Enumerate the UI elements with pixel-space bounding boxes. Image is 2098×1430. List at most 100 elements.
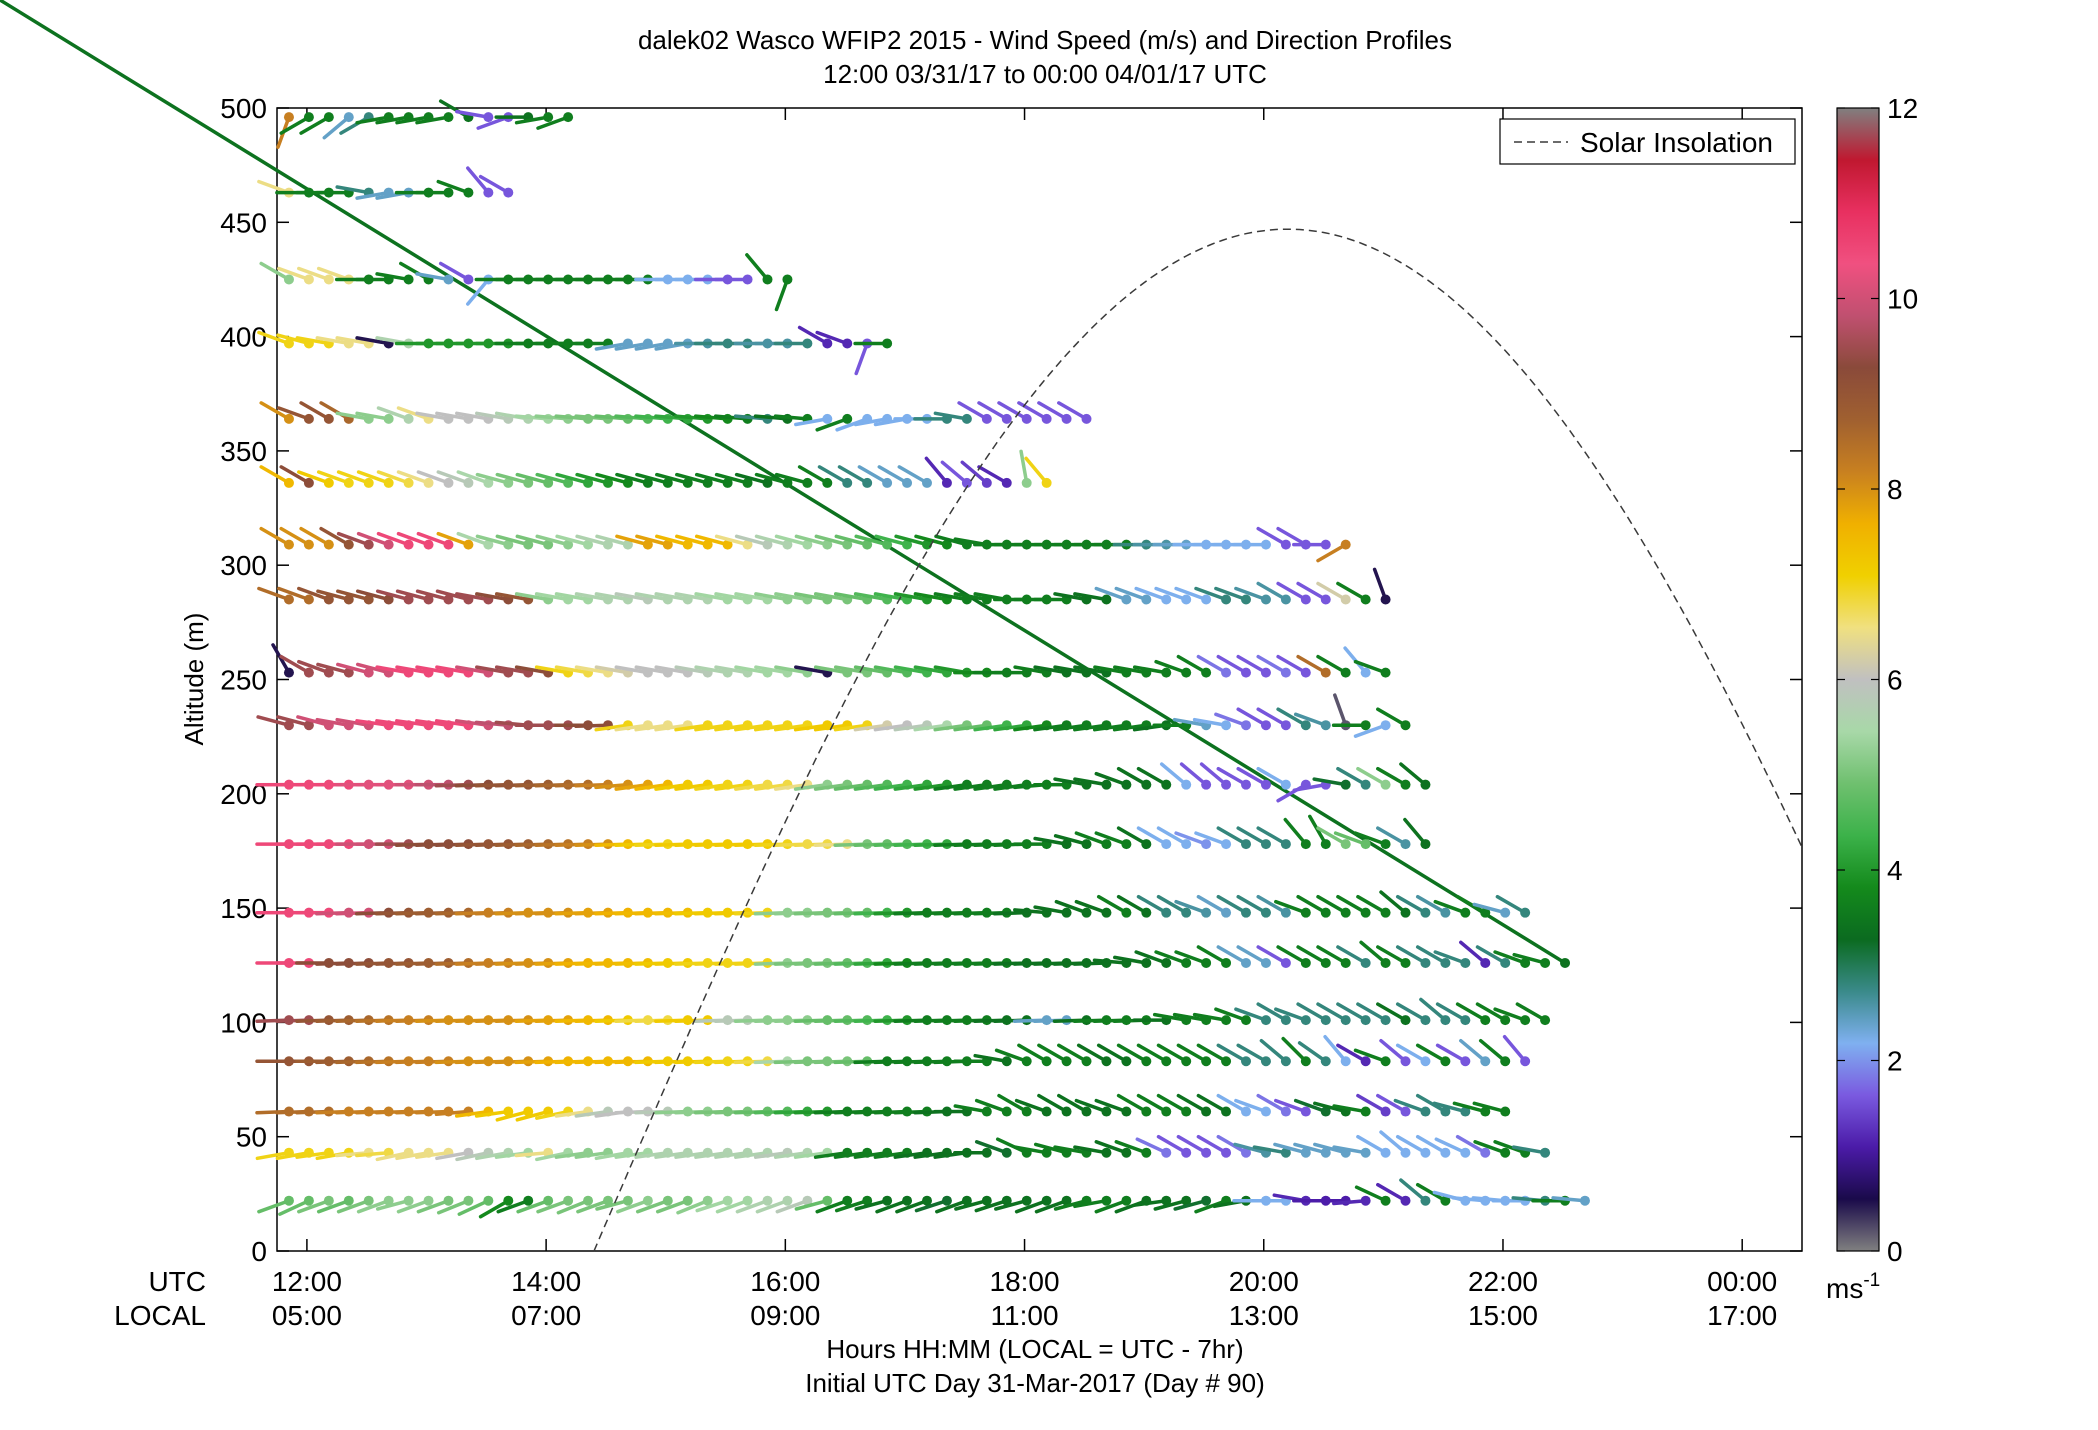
wind-barb-point	[304, 668, 314, 678]
wind-barb-point	[1321, 668, 1331, 678]
wind-barb-point	[1181, 908, 1191, 918]
x-tick-label-utc: 00:00	[1707, 1266, 1777, 1297]
wind-barb-point	[443, 540, 453, 550]
wind-barb-point	[1580, 1196, 1590, 1206]
wind-barb-point	[1440, 1148, 1450, 1158]
wind-barb-point	[882, 478, 892, 488]
wind-barb-point	[1002, 1107, 1012, 1117]
wind-barb-point	[1301, 720, 1311, 730]
x-tick-label-utc: 16:00	[750, 1266, 820, 1297]
wind-barb-point	[543, 112, 553, 122]
wind-barb-point	[1480, 1056, 1490, 1066]
wind-barb-point	[384, 414, 394, 424]
wind-barb-point	[1201, 668, 1211, 678]
wind-barb-point	[1121, 1056, 1131, 1066]
wind-barb-point	[344, 1196, 354, 1206]
wind-barb-point	[1241, 958, 1251, 968]
wind-barb-point	[1181, 1107, 1191, 1117]
wind-barb-point	[1161, 908, 1171, 918]
wind-barb-point	[424, 1196, 434, 1206]
wind-barb-point	[1460, 1148, 1470, 1158]
wind-barb-point	[922, 478, 932, 488]
y-tick-label: 50	[236, 1122, 267, 1153]
wind-barb-point	[1022, 1196, 1032, 1206]
wind-barb-point	[1022, 1107, 1032, 1117]
wind-barb-point	[1261, 668, 1271, 678]
wind-barb-point	[1042, 478, 1052, 488]
wind-barb-point	[404, 478, 414, 488]
wind-barb-point	[463, 1196, 473, 1206]
wind-barb-point	[1361, 668, 1371, 678]
wind-barb-point	[1321, 1056, 1331, 1066]
wind-barb-point	[1361, 958, 1371, 968]
wind-barb-point	[1141, 780, 1151, 790]
wind-barb-point	[1241, 1107, 1251, 1117]
wind-barb-point	[1221, 594, 1231, 604]
wind-barb-point	[1241, 594, 1251, 604]
wind-barb-point	[1500, 1107, 1510, 1117]
wind-barb-point	[1101, 594, 1111, 604]
wind-barb-point	[1381, 1107, 1391, 1117]
local-row-label: LOCAL	[114, 1300, 206, 1331]
wind-barb-point	[1301, 908, 1311, 918]
wind-barb-point	[284, 668, 294, 678]
chart-subtitle: 12:00 03/31/17 to 00:00 04/01/17 UTC	[823, 59, 1267, 89]
wind-barb-point	[1420, 1196, 1430, 1206]
wind-barb-point	[483, 1196, 493, 1206]
chart-title: dalek02 Wasco WFIP2 2015 - Wind Speed (m…	[638, 25, 1452, 55]
wind-barb-point	[1141, 1148, 1151, 1158]
wind-barb-point	[1241, 908, 1251, 918]
wind-barb-point	[643, 1196, 653, 1206]
wind-barb-point	[842, 338, 852, 348]
wind-barb-point	[1540, 1148, 1550, 1158]
wind-barb-point	[962, 414, 972, 424]
wind-barb-point	[1221, 1015, 1231, 1025]
wind-barb-point	[703, 1196, 713, 1206]
wind-barb-point	[284, 540, 294, 550]
colorbar-tick-label: 6	[1887, 665, 1903, 696]
wind-barb-point	[1381, 1196, 1391, 1206]
wind-barb-point	[1341, 1056, 1351, 1066]
wind-barb-point	[902, 478, 912, 488]
wind-barb-point	[1500, 958, 1510, 968]
wind-barb-point	[1181, 1056, 1191, 1066]
wind-barb-point	[982, 414, 992, 424]
wind-barb-point	[1460, 908, 1470, 918]
wind-barb-point	[1440, 1056, 1450, 1066]
wind-barb-point	[1062, 414, 1072, 424]
wind-barb-point	[982, 1107, 992, 1117]
wind-barb-point	[304, 540, 314, 550]
wind-barb-point	[404, 1196, 414, 1206]
wind-barb-point	[1261, 908, 1271, 918]
wind-barb-point	[1341, 594, 1351, 604]
wind-barb-point	[1221, 958, 1231, 968]
wind-barb-point	[1261, 1056, 1271, 1066]
wind-barb-point	[284, 112, 294, 122]
wind-barb-point	[1121, 908, 1131, 918]
wind-barb-point	[1221, 1148, 1231, 1158]
y-tick-label: 400	[220, 322, 267, 353]
wind-barb-point	[1221, 668, 1231, 678]
wind-barb-point	[1361, 1107, 1371, 1117]
wind-barb-point	[443, 188, 453, 198]
wind-barb-point	[1401, 1148, 1411, 1158]
wind-barb-point	[1301, 1015, 1311, 1025]
y-tick-label: 350	[220, 436, 267, 467]
wind-barb-point	[1241, 780, 1251, 790]
wind-barb-point	[1101, 1196, 1111, 1206]
wind-barb-point	[1181, 780, 1191, 790]
wind-barb-point	[882, 338, 892, 348]
wind-barb-point	[1201, 1107, 1211, 1117]
wind-barb-point	[1361, 780, 1371, 790]
wind-barb-point	[1261, 540, 1271, 550]
wind-barb-point	[1560, 958, 1570, 968]
wind-barb-point	[364, 540, 374, 550]
x-tick-label-utc: 20:00	[1229, 1266, 1299, 1297]
wind-barb-point	[1420, 908, 1430, 918]
wind-barb-point	[1161, 1107, 1171, 1117]
wind-barb-point	[1500, 1056, 1510, 1066]
x-tick-label-local: 11:00	[991, 1300, 1059, 1331]
wind-barb-point	[1420, 780, 1430, 790]
wind-barb-point	[1281, 908, 1291, 918]
wind-barb-point	[1520, 1056, 1530, 1066]
